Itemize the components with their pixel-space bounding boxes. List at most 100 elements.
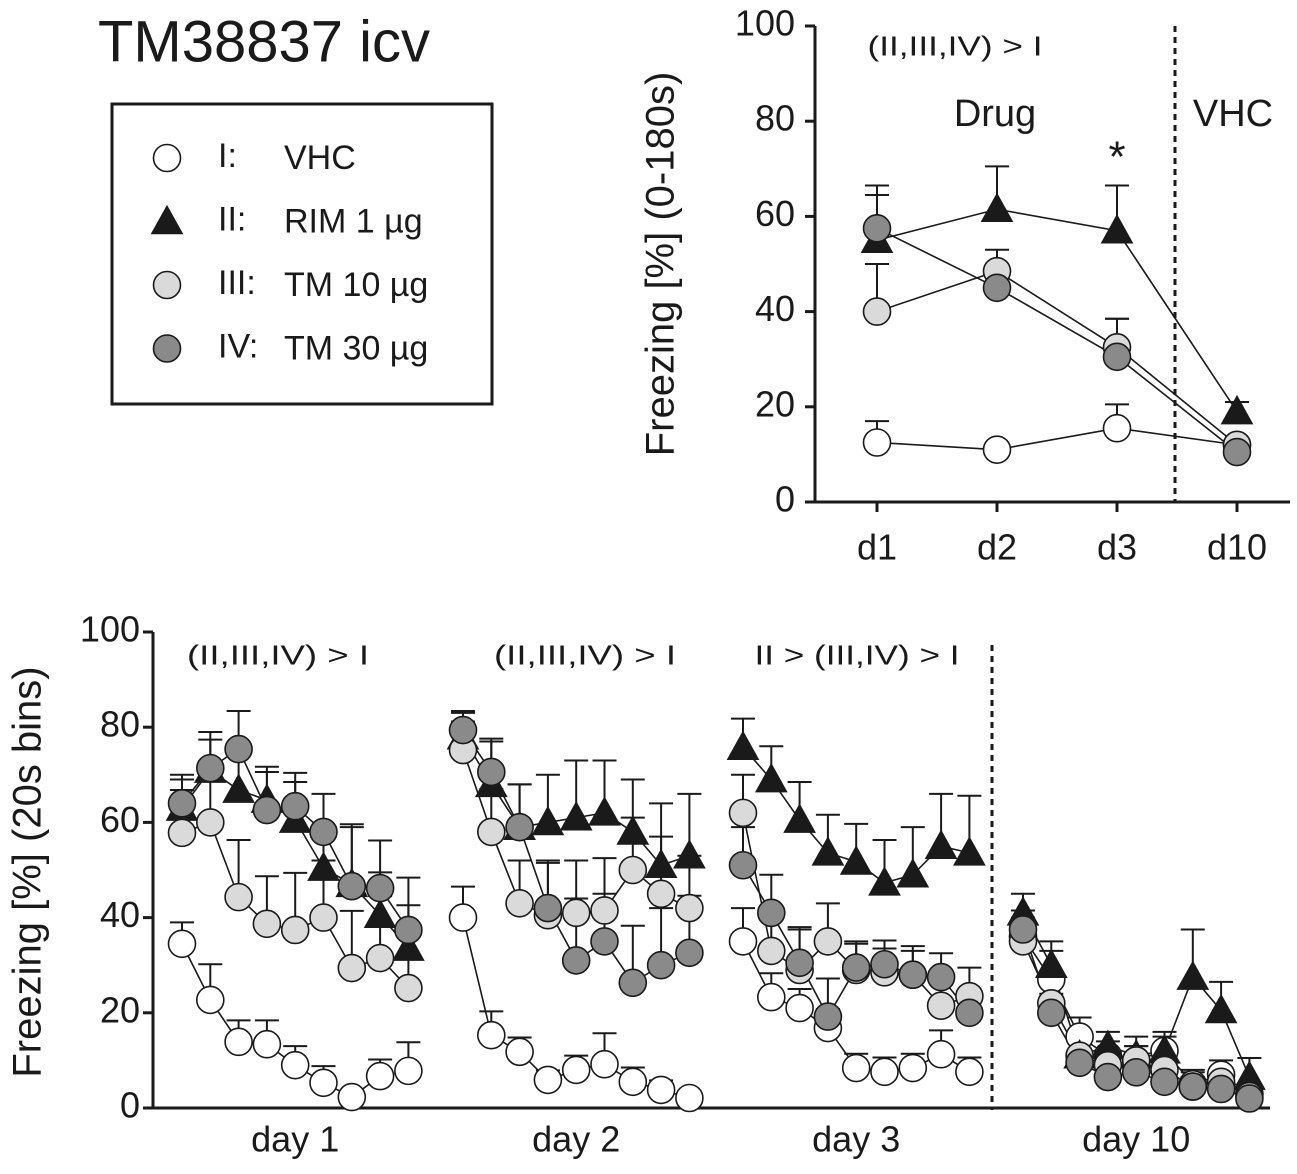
marker-triangle [783, 803, 816, 833]
marker-circle [152, 334, 182, 363]
marker-circle [926, 1039, 956, 1069]
series-line [876, 270, 1238, 446]
marker-triangle [559, 800, 593, 831]
marker-circle [280, 791, 310, 821]
annotation: II > (III,IV) > I [755, 639, 960, 670]
marker-circle [813, 927, 843, 956]
marker-circle [1037, 998, 1066, 1028]
marker-circle [926, 991, 956, 1020]
legend-label: IV: [218, 327, 258, 365]
x-tick-label: d2 [977, 527, 1017, 568]
marker-circle [448, 903, 478, 932]
marker-circle [728, 850, 758, 880]
marker-circle [167, 818, 197, 848]
marker-circle [561, 898, 591, 928]
marker-circle [955, 998, 984, 1028]
marker-circle [1102, 342, 1132, 372]
marker-triangle [1220, 394, 1254, 425]
marker-circle [309, 903, 338, 932]
marker-triangle [222, 773, 255, 803]
marker-circle [224, 882, 253, 912]
marker-triangle [839, 845, 873, 875]
marker-circle [394, 973, 423, 1003]
marker-triangle [726, 730, 760, 760]
marker-circle [785, 948, 814, 978]
marker-circle [841, 953, 871, 982]
marker-circle [476, 817, 506, 847]
marker-triangle [673, 839, 706, 869]
marker-circle [252, 909, 282, 939]
marker-circle [1206, 1074, 1236, 1104]
annotation: (II,III,IV) > I [494, 639, 676, 670]
marker-circle [1178, 1072, 1208, 1101]
marker-triangle [811, 836, 845, 866]
marker-circle [337, 953, 367, 983]
marker-circle [1065, 1048, 1094, 1078]
marker-circle [841, 1053, 871, 1083]
series-line [876, 427, 1238, 451]
marker-circle [590, 1049, 619, 1079]
marker-circle [561, 946, 591, 975]
y-tick-label: 40 [755, 288, 795, 329]
marker-circle [365, 873, 395, 903]
marker-circle [167, 789, 197, 818]
marker-circle [728, 927, 758, 956]
y-tick-label: 100 [80, 609, 140, 650]
marker-circle [196, 753, 225, 783]
marker-triangle [392, 931, 425, 961]
marker-circle [898, 960, 928, 990]
x-tick-label: d10 [1207, 527, 1267, 568]
marker-circle [646, 879, 676, 909]
marker-circle [365, 943, 395, 973]
marker-circle [252, 1029, 282, 1059]
marker-triangle [896, 858, 930, 888]
marker-triangle [363, 898, 397, 929]
x-tick-label: d1 [857, 527, 897, 568]
marker-circle [337, 871, 367, 901]
y-tick-label: 20 [100, 989, 140, 1030]
marker-circle [926, 962, 956, 992]
y-tick-label: 0 [120, 1085, 140, 1126]
marker-circle [870, 1057, 899, 1087]
marker-circle [813, 1002, 843, 1031]
y-tick-label: 60 [755, 193, 795, 234]
marker-triangle [1176, 960, 1210, 990]
group-label: day 1 [251, 1119, 339, 1160]
figure-title: TM38837 icv [98, 9, 430, 74]
marker-triangle [307, 851, 340, 881]
marker-circle [224, 734, 253, 764]
marker-triangle [1100, 214, 1134, 244]
annotation: Drug [954, 93, 1036, 135]
marker-circle [1102, 413, 1132, 443]
marker-circle [252, 795, 282, 825]
legend-box [110, 102, 494, 406]
marker-circle [955, 1057, 984, 1087]
marker-circle [862, 214, 892, 243]
y-tick-label: 100 [735, 3, 795, 44]
marker-circle [898, 1053, 928, 1083]
legend-name: VHC [284, 139, 356, 177]
marker-circle [448, 715, 478, 745]
marker-circle [309, 1068, 338, 1098]
marker-circle [196, 985, 225, 1015]
marker-triangle [1204, 993, 1238, 1024]
marker-circle [982, 273, 1012, 303]
marker-triangle [953, 836, 986, 866]
marker-triangle [1034, 948, 1068, 979]
marker-circle [365, 1061, 395, 1091]
marker-circle [152, 143, 182, 173]
marker-circle [196, 808, 225, 837]
marker-circle [756, 982, 786, 1012]
marker-circle [476, 1020, 506, 1050]
marker-circle [756, 898, 786, 928]
marker-circle [280, 1050, 310, 1080]
y-tick-label: 60 [100, 799, 140, 840]
legend-name: TM 10 µg [284, 266, 428, 304]
marker-circle [982, 435, 1012, 464]
marker-triangle [868, 866, 901, 896]
legend-label: II: [218, 200, 246, 238]
marker-circle [618, 1067, 648, 1097]
marker-circle [533, 1065, 563, 1095]
y-tick-label: 80 [755, 98, 795, 139]
